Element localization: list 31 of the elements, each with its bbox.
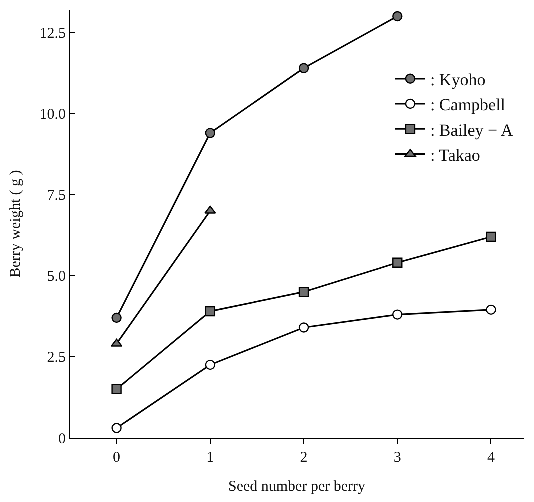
point bbox=[486, 304, 496, 316]
y-tick-label: 10.0 bbox=[40, 107, 66, 124]
point bbox=[205, 128, 216, 138]
y-axis-title: Berry weight ( g ) bbox=[8, 170, 24, 278]
legend-label: : Campbell bbox=[430, 96, 506, 115]
x-tick-label: 0 bbox=[113, 450, 121, 466]
point bbox=[205, 306, 216, 317]
point bbox=[205, 360, 216, 370]
point bbox=[392, 258, 403, 268]
point bbox=[392, 11, 403, 22]
y-tick-label: 7.5 bbox=[47, 188, 66, 204]
point bbox=[298, 63, 310, 74]
y-tick-label: 12.5 bbox=[40, 26, 66, 42]
point bbox=[112, 312, 122, 324]
x-tick-label: 3 bbox=[394, 450, 402, 466]
legend-label: : Kyoho bbox=[430, 70, 486, 90]
point bbox=[298, 286, 310, 298]
x-tick-label: 1 bbox=[206, 450, 214, 466]
legend-label: : Bailey − A bbox=[430, 120, 514, 140]
y-tick-label: 2.5 bbox=[47, 350, 66, 366]
point bbox=[392, 310, 403, 320]
x-tick-label: 2 bbox=[300, 450, 308, 466]
y-tick-label: 5.0 bbox=[47, 269, 66, 286]
x-axis-title: Seed number per berry bbox=[228, 479, 366, 495]
legend-label: : Takao bbox=[430, 146, 480, 165]
y-tick-label: 0 bbox=[58, 431, 66, 448]
point bbox=[486, 232, 496, 242]
point bbox=[112, 384, 122, 394]
point bbox=[112, 423, 122, 434]
x-tick-label: 4 bbox=[487, 450, 496, 466]
point bbox=[298, 322, 310, 333]
